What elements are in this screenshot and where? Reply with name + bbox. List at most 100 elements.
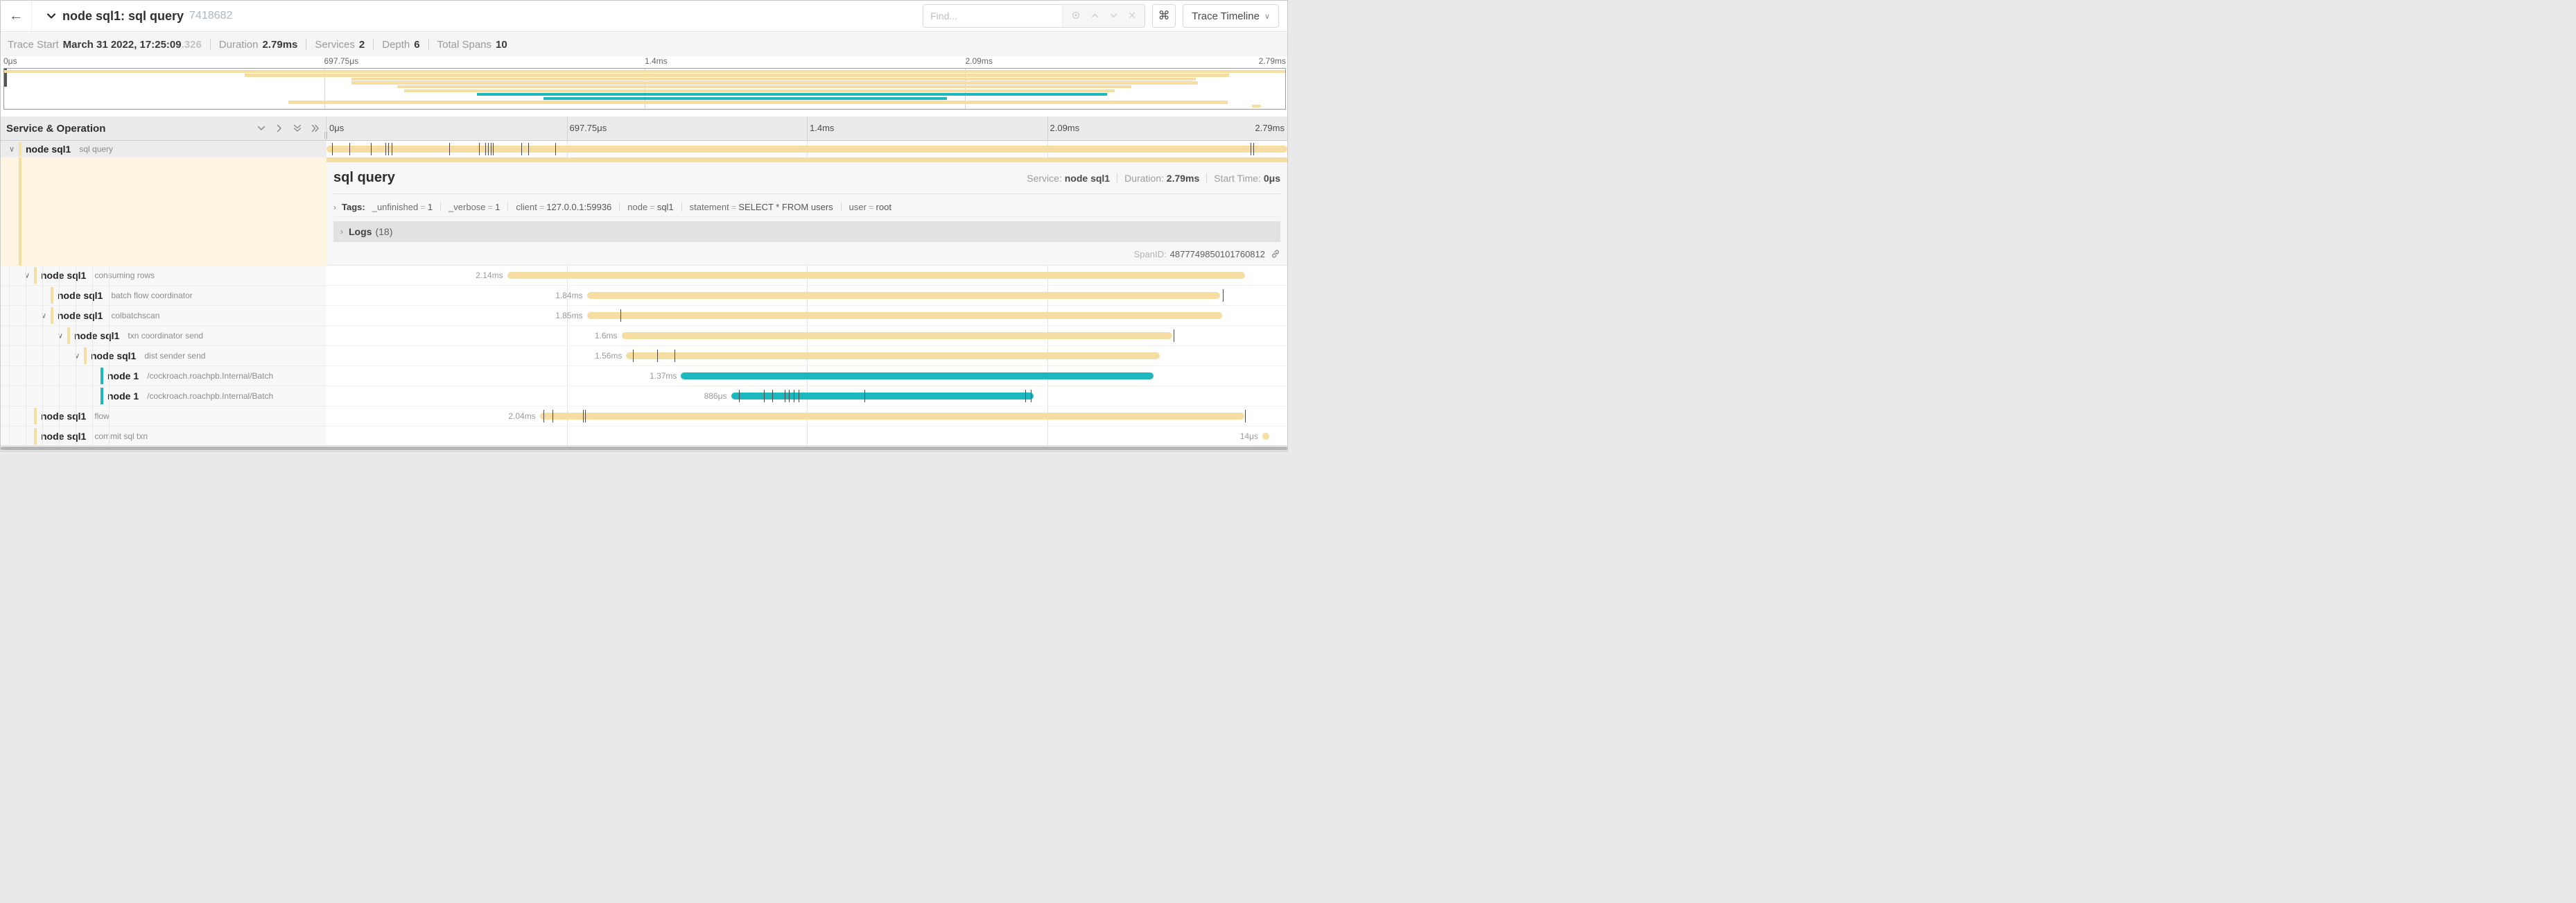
meta-value: 2 — [358, 38, 365, 51]
span-tree-item[interactable]: ∨ node sql1 txn coordinator send — [1, 326, 327, 346]
span-bar-lane[interactable]: 1.84ms — [327, 286, 1287, 306]
trace-minimap[interactable] — [3, 68, 1286, 110]
span-id-value: 4877749850101760812 — [1169, 248, 1265, 259]
deep-link-icon[interactable] — [1271, 249, 1280, 259]
column-resize-handle[interactable] — [322, 132, 329, 139]
span-row[interactable]: node 1/cockroach.roachpb.Internal/Batch 1… — [1, 366, 1287, 386]
service-name[interactable]: node sql1 — [58, 290, 103, 301]
logs-label: Logs — [349, 226, 372, 237]
span-tree-item[interactable]: ∨ node sql1 dist sender send — [1, 346, 327, 366]
locate-icon[interactable] — [1071, 10, 1081, 22]
collapse-one-icon[interactable] — [256, 123, 266, 133]
keyboard-shortcuts-button[interactable]: ⌘ — [1152, 4, 1176, 28]
span-bar[interactable] — [731, 393, 1034, 399]
span-bar[interactable] — [621, 332, 1172, 339]
ruler-tick-label: 697.75μs — [324, 56, 359, 66]
chevron-down-icon: ∨ — [1264, 12, 1270, 21]
span-tree-item[interactable]: ∨ node sql1 consuming rows — [1, 266, 327, 286]
span-tree-item[interactable]: node 1/cockroach.roachpb.Internal/Batch — [1, 386, 327, 406]
span-row[interactable]: ∨ node sql1 txn coordinator send 1.6ms — [1, 326, 1287, 346]
span-row[interactable]: node 1/cockroach.roachpb.Internal/Batch 8… — [1, 386, 1287, 406]
service-name[interactable]: node sql1 — [41, 431, 87, 442]
span-bar-lane-root[interactable] — [327, 141, 1287, 157]
span-bar[interactable] — [327, 146, 1287, 153]
span-tree-item[interactable]: node sql1 flow — [1, 406, 327, 427]
operation-name: /cockroach.roachpb.Internal/Batch — [147, 371, 274, 381]
title-chevron-down-icon[interactable] — [46, 10, 57, 22]
expand-all-icon[interactable] — [311, 123, 320, 133]
span-bar[interactable] — [681, 372, 1154, 379]
span-bar-lane[interactable]: 1.56ms — [327, 346, 1287, 366]
chevron-down-icon[interactable]: ∨ — [74, 352, 80, 361]
find-prev-icon[interactable] — [1090, 11, 1099, 22]
minimap-span-row — [4, 85, 1285, 89]
span-bar[interactable] — [626, 352, 1160, 359]
find-next-icon[interactable] — [1109, 11, 1118, 22]
meta-label: Trace Start — [8, 38, 59, 51]
span-log-marker — [772, 390, 774, 402]
find-input[interactable] — [923, 5, 1063, 27]
span-bar[interactable] — [586, 312, 1222, 319]
minimap-drag-handle[interactable] — [4, 69, 7, 87]
span-bar-lane[interactable]: 2.04ms — [327, 406, 1287, 427]
span-bar-lane[interactable]: 886μs — [327, 386, 1287, 406]
span-bar[interactable] — [586, 292, 1220, 299]
span-bar[interactable] — [507, 272, 1245, 279]
back-arrow-icon: ← — [9, 8, 23, 24]
service-color-strip — [34, 428, 37, 445]
service-name[interactable]: node 1 — [107, 370, 139, 381]
ruler-tick-label: 0μs — [3, 56, 17, 66]
trace-view-selector[interactable]: Trace Timeline ∨ — [1183, 4, 1279, 28]
tags-toggle-row[interactable]: › Tags: _unfinished = 1 _verbose = 1 client = 12… — [333, 198, 1280, 217]
collapse-all-icon[interactable] — [293, 123, 302, 133]
service-name[interactable]: node sql1 — [41, 411, 87, 422]
chevron-down-icon[interactable]: ∨ — [58, 332, 64, 341]
service-name[interactable]: node sql1 — [91, 350, 137, 361]
span-row[interactable]: ∨ node sql1 dist sender send 1.56ms — [1, 346, 1287, 366]
span-bar[interactable] — [1262, 433, 1269, 440]
ruler-tick-label: 1.4ms — [810, 123, 835, 133]
operation-name: commit sql txn — [94, 431, 148, 441]
span-bar-lane[interactable]: 14μs — [327, 427, 1287, 447]
span-bar[interactable] — [539, 413, 1244, 420]
span-duration-label: 2.14ms — [476, 270, 503, 280]
span-tree-item[interactable]: ∨ node sql1 colbatchscan — [1, 306, 327, 326]
service-name[interactable]: node sql1 — [41, 270, 87, 281]
span-log-marker — [485, 143, 486, 155]
logs-toggle-row[interactable]: › Logs (18) — [333, 221, 1280, 242]
span-bar-lane[interactable]: 1.6ms — [327, 326, 1287, 346]
service-name[interactable]: node sql1 — [26, 144, 71, 155]
span-tree-item[interactable]: node sql1 batch flow coordinator — [1, 286, 327, 306]
service-name[interactable]: node 1 — [107, 390, 139, 402]
span-bar-lane[interactable]: 1.37ms — [327, 366, 1287, 386]
span-row[interactable]: node sql1 batch flow coordinator 1.84ms — [1, 286, 1287, 306]
service-color-strip — [34, 267, 37, 284]
service-name[interactable]: node sql1 — [58, 310, 103, 321]
span-tree-item[interactable]: node 1/cockroach.roachpb.Internal/Batch — [1, 366, 327, 386]
service-name[interactable]: node sql1 — [74, 330, 120, 341]
span-row-root[interactable]: ∨ node sql1 sql query — [1, 141, 1287, 157]
span-bar-lane[interactable]: 1.85ms — [327, 306, 1287, 326]
chevron-down-icon[interactable]: ∨ — [41, 311, 47, 320]
start-time-label: Start Time: — [1214, 173, 1261, 184]
tag-equals: = — [868, 202, 874, 212]
timeline-gridline — [566, 306, 568, 325]
find-clear-icon[interactable] — [1128, 11, 1136, 21]
operation-name: consuming rows — [94, 270, 155, 280]
span-bar-lane[interactable]: 2.14ms — [327, 266, 1287, 286]
tag-equals: = — [539, 202, 545, 212]
minimap-span-bar — [351, 77, 1196, 81]
expand-one-icon[interactable] — [275, 123, 284, 133]
tags-list: _unfinished = 1 _verbose = 1 client = 127.0.0.1:… — [372, 202, 891, 212]
span-row[interactable]: node sql1 commit sql txn 14μs — [1, 427, 1287, 447]
back-button[interactable]: ← — [1, 1, 32, 31]
operation-name: flow — [94, 411, 110, 421]
chevron-down-icon[interactable]: ∨ — [9, 145, 15, 154]
span-tree-item-root[interactable]: ∨ node sql1 sql query — [1, 141, 327, 157]
span-row[interactable]: ∨ node sql1 consuming rows 2.14ms — [1, 266, 1287, 286]
span-row[interactable]: ∨ node sql1 colbatchscan 1.85ms — [1, 306, 1287, 326]
span-tree-item[interactable]: node sql1 commit sql txn — [1, 427, 327, 447]
span-row[interactable]: node sql1 flow 2.04ms — [1, 406, 1287, 427]
horizontal-scrollbar[interactable] — [1, 447, 1287, 450]
chevron-down-icon[interactable]: ∨ — [24, 271, 31, 280]
